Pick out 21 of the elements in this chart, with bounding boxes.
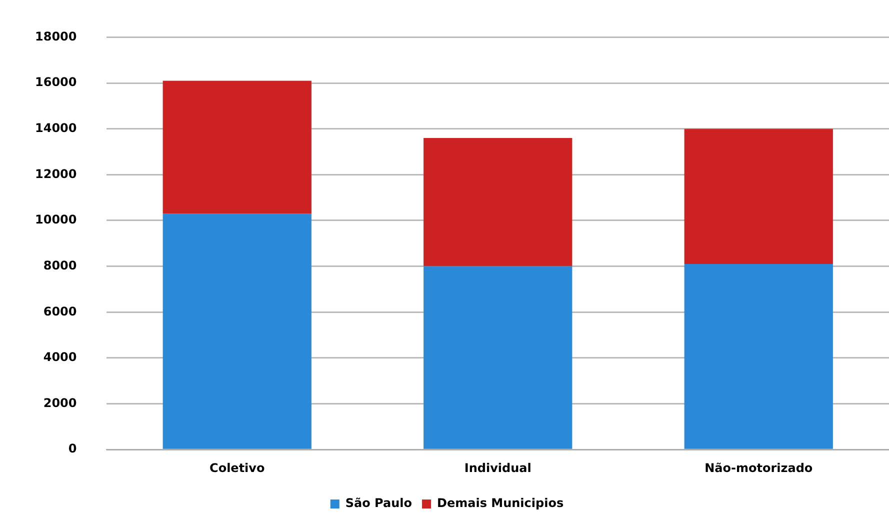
x-tick-label: Não-motorizado: [704, 460, 813, 475]
bar: [684, 264, 833, 449]
bar: [684, 128, 833, 264]
y-tick-label: 6000: [43, 304, 77, 318]
legend-label: São Paulo: [345, 496, 412, 510]
legend-label: Demais Municipios: [437, 496, 564, 510]
y-tick-label: 2000: [43, 396, 77, 410]
bar: [162, 80, 312, 214]
bar: [424, 266, 572, 449]
y-tick-label: 4000: [43, 350, 77, 364]
y-tick-label: 18000: [35, 29, 77, 44]
y-tick-label: 10000: [35, 212, 77, 227]
bar: [162, 214, 312, 449]
y-tick-label: 12000: [35, 166, 77, 181]
x-tick-label: Individual: [464, 460, 532, 475]
bar: [424, 138, 572, 266]
y-tick-label: 14000: [35, 120, 77, 135]
y-tick-label: 0: [68, 442, 77, 456]
x-tick-label: Coletivo: [210, 460, 265, 475]
y-tick-label: 16000: [35, 75, 77, 90]
y-tick-label: 8000: [43, 258, 77, 272]
